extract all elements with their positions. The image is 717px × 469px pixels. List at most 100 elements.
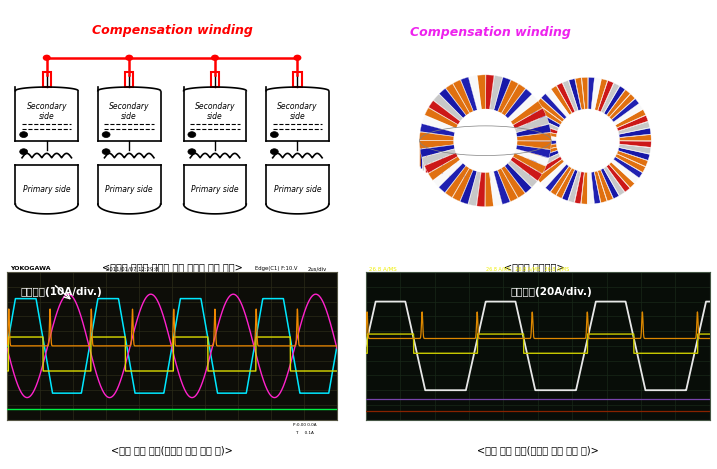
Wedge shape [516, 124, 551, 136]
Wedge shape [445, 166, 470, 197]
Wedge shape [490, 76, 503, 110]
Wedge shape [433, 160, 462, 187]
Wedge shape [517, 133, 551, 141]
Circle shape [188, 149, 196, 155]
Wedge shape [428, 157, 460, 180]
Text: <공진 전류 파형(불균형 보상 적용 전)>: <공진 전류 파형(불균형 보상 적용 전)> [111, 445, 233, 455]
Wedge shape [420, 145, 455, 157]
Circle shape [270, 132, 278, 137]
Wedge shape [508, 160, 537, 187]
Wedge shape [494, 77, 511, 112]
Wedge shape [541, 162, 566, 188]
Wedge shape [508, 160, 537, 187]
Wedge shape [619, 128, 651, 137]
Text: Mean(C1)   261.988 V      Freq(C1)    142.491kHz    Mean(C2)   456.504 V: Mean(C1) 261.988 V Freq(C1) 142.491kHz M… [14, 424, 203, 428]
Wedge shape [516, 145, 551, 158]
Wedge shape [526, 121, 558, 134]
Text: <모듈간 불균형 보상을 위한 변압기 설계 방식>: <모듈간 불균형 보상을 위한 변압기 설계 방식> [102, 262, 242, 272]
Wedge shape [440, 89, 466, 118]
Wedge shape [511, 157, 542, 181]
Wedge shape [604, 86, 625, 115]
Wedge shape [575, 78, 584, 110]
Wedge shape [493, 170, 510, 204]
Circle shape [294, 55, 300, 60]
Wedge shape [505, 89, 532, 118]
Wedge shape [452, 168, 473, 201]
Wedge shape [513, 108, 546, 129]
Wedge shape [485, 75, 494, 109]
Wedge shape [477, 172, 485, 206]
Wedge shape [428, 157, 460, 180]
Wedge shape [604, 166, 625, 196]
Circle shape [188, 132, 196, 137]
Wedge shape [515, 116, 549, 133]
Wedge shape [524, 141, 556, 147]
Wedge shape [485, 172, 493, 206]
Wedge shape [563, 80, 578, 112]
Wedge shape [533, 104, 562, 125]
Wedge shape [617, 151, 648, 166]
Wedge shape [511, 101, 543, 125]
Wedge shape [429, 101, 460, 125]
Wedge shape [612, 159, 639, 183]
Wedge shape [516, 145, 551, 158]
Bar [293, 72, 302, 87]
Text: Primary side: Primary side [23, 185, 70, 194]
Wedge shape [469, 76, 481, 110]
Wedge shape [530, 109, 561, 128]
Wedge shape [536, 159, 564, 183]
Wedge shape [515, 116, 549, 133]
Wedge shape [490, 76, 503, 110]
Text: Secondary
side: Secondary side [109, 102, 149, 121]
Wedge shape [591, 172, 600, 204]
Wedge shape [541, 94, 566, 119]
Wedge shape [551, 86, 572, 115]
Text: <변압기 레이아웃>: <변압기 레이아웃> [504, 262, 564, 272]
Wedge shape [460, 170, 477, 204]
Wedge shape [528, 115, 559, 131]
Wedge shape [525, 144, 557, 153]
Text: P:0.00 0.0A: P:0.00 0.0A [293, 423, 316, 427]
Wedge shape [588, 77, 594, 109]
Text: 26.8 A/MS: 26.8 A/MS [369, 266, 397, 271]
Wedge shape [530, 153, 560, 172]
Circle shape [102, 149, 110, 155]
Wedge shape [461, 77, 478, 111]
Text: Mean(C2)   879.723mV    P-P(C8)       42.7 A           Rms(C4)    16.985 A: Mean(C2) 879.723mV P-P(C8) 42.7 A Rms(C4… [14, 430, 208, 434]
Text: Primary side: Primary side [274, 185, 321, 194]
Wedge shape [537, 98, 564, 122]
Wedge shape [617, 115, 648, 131]
Wedge shape [469, 76, 481, 110]
Wedge shape [420, 145, 455, 157]
Wedge shape [434, 94, 463, 121]
Wedge shape [446, 83, 470, 115]
Circle shape [102, 132, 110, 137]
Text: Secondary
side: Secondary side [195, 102, 235, 121]
Wedge shape [609, 94, 635, 120]
Text: Meas: 1.25 k: Meas: 1.25 k [658, 266, 689, 271]
Wedge shape [422, 115, 456, 132]
Bar [42, 72, 51, 87]
Wedge shape [498, 168, 518, 202]
Wedge shape [614, 104, 642, 125]
Text: 26.8 A/MS   26.8 A/MS   26.8 A/MS: 26.8 A/MS 26.8 A/MS 26.8 A/MS [486, 266, 569, 271]
Wedge shape [528, 151, 559, 166]
Wedge shape [516, 124, 551, 136]
Wedge shape [601, 168, 619, 199]
Wedge shape [478, 75, 485, 109]
Wedge shape [468, 171, 481, 206]
Wedge shape [515, 149, 549, 166]
Wedge shape [419, 141, 454, 149]
Bar [125, 72, 133, 87]
Wedge shape [513, 153, 546, 174]
Wedge shape [581, 77, 588, 109]
Wedge shape [569, 171, 581, 203]
Wedge shape [562, 170, 578, 201]
Wedge shape [505, 163, 531, 193]
Wedge shape [619, 141, 651, 147]
Wedge shape [598, 81, 614, 112]
Circle shape [212, 55, 218, 60]
Wedge shape [445, 166, 470, 197]
Wedge shape [508, 95, 538, 121]
Text: 2us/div: 2us/div [684, 266, 703, 271]
